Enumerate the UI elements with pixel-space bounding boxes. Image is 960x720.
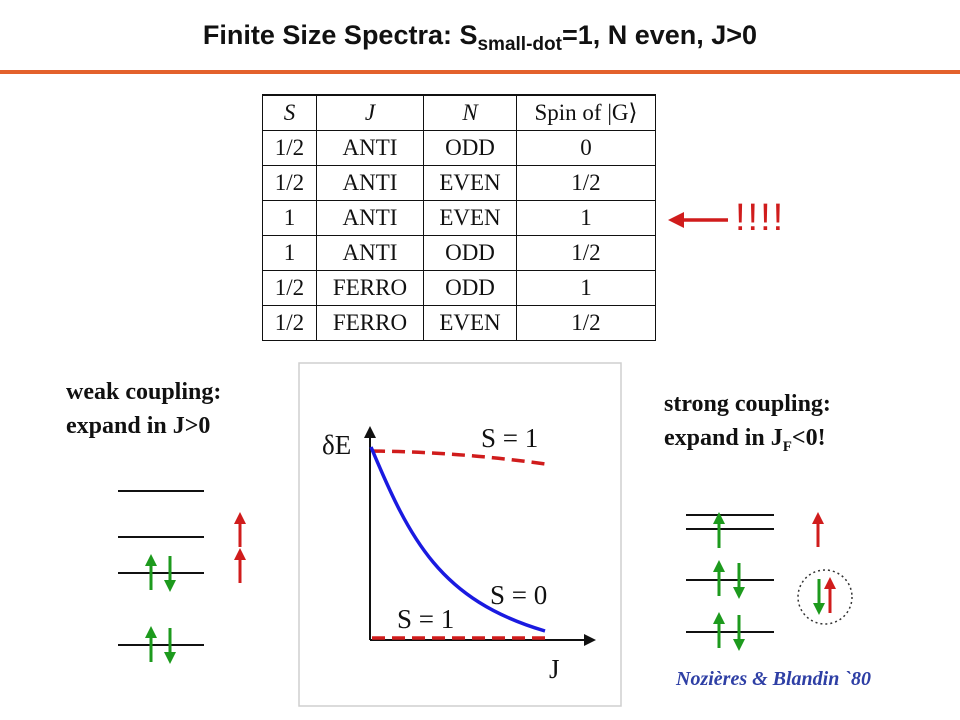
- s1-upper-curve: [371, 449, 546, 466]
- title-prefix: Finite Size Spectra: S: [202, 20, 478, 50]
- cell: 1/2: [262, 165, 317, 201]
- singlet-circle: [797, 569, 853, 625]
- energy-plot: [298, 362, 622, 707]
- cell: 1/2: [262, 305, 317, 341]
- label-s1-top: S = 1: [481, 423, 539, 453]
- cell: ANTI: [316, 235, 424, 271]
- header-spin: Spin of |G⟩: [516, 94, 656, 131]
- title-suffix: =1, N even, J>0: [561, 20, 758, 50]
- citation: Nozières & Blandin `80: [676, 668, 872, 690]
- highlight-marker: !!!!: [735, 197, 786, 239]
- weak-coupling-text: weak coupling: expand in J>0: [66, 375, 221, 443]
- cell: 1/2: [516, 235, 656, 271]
- table-row: 1/2 ANTI EVEN 1/2: [262, 165, 656, 201]
- table-header-row: S J N Spin of |G⟩: [262, 94, 656, 131]
- table-row: 1/2 FERRO EVEN 1/2: [262, 305, 656, 341]
- strong-line2-main: expand in J: [664, 425, 783, 451]
- table-row-highlighted: 1 ANTI EVEN 1: [262, 200, 656, 236]
- title-rule: [0, 70, 960, 74]
- plot-ylabel: δE: [322, 430, 352, 460]
- cell: EVEN: [423, 200, 517, 236]
- table-row: 1/2 FERRO ODD 1: [262, 270, 656, 306]
- cell: 1: [262, 235, 317, 271]
- header-s: S: [262, 94, 317, 131]
- spin-table: S J N Spin of |G⟩ 1/2 ANTI ODD 0 1/2 ANT…: [262, 94, 656, 341]
- title-subscript: small-dot: [477, 34, 562, 55]
- weak-line2: expand in J>0: [66, 413, 211, 439]
- label-s1-bottom: S = 1: [397, 604, 455, 634]
- label-s0: S = 0: [490, 580, 548, 610]
- cell: EVEN: [423, 165, 517, 201]
- cell: ODD: [423, 130, 517, 166]
- plot-xlabel: J: [549, 654, 560, 684]
- strong-line2-end: <0!: [791, 425, 826, 451]
- cell: EVEN: [423, 305, 517, 341]
- strong-coupling-text: strong coupling: expand in JF<0!: [664, 387, 831, 458]
- page-title: Finite Size Spectra: Ssmall-dot=1, N eve…: [0, 20, 960, 55]
- strong-line2-sub: F: [782, 439, 792, 455]
- cell: 1/2: [262, 130, 317, 166]
- cell: 1: [516, 270, 656, 306]
- strong-levels: [686, 512, 853, 651]
- cell: FERRO: [316, 270, 424, 306]
- strong-line2: expand in JF<0!: [664, 421, 831, 458]
- weak-line1: weak coupling:: [66, 379, 222, 405]
- plot-frame: [298, 362, 622, 707]
- cell: ANTI: [316, 200, 424, 236]
- strong-line1: strong coupling:: [664, 391, 831, 417]
- cell: FERRO: [316, 305, 424, 341]
- cell: 1/2: [516, 305, 656, 341]
- s0-curve: [369, 446, 546, 633]
- weak-levels: [118, 490, 246, 664]
- highlight-arrow: [668, 212, 728, 228]
- cell: ANTI: [316, 165, 424, 201]
- cell: 1/2: [516, 165, 656, 201]
- cell: 1: [516, 200, 656, 236]
